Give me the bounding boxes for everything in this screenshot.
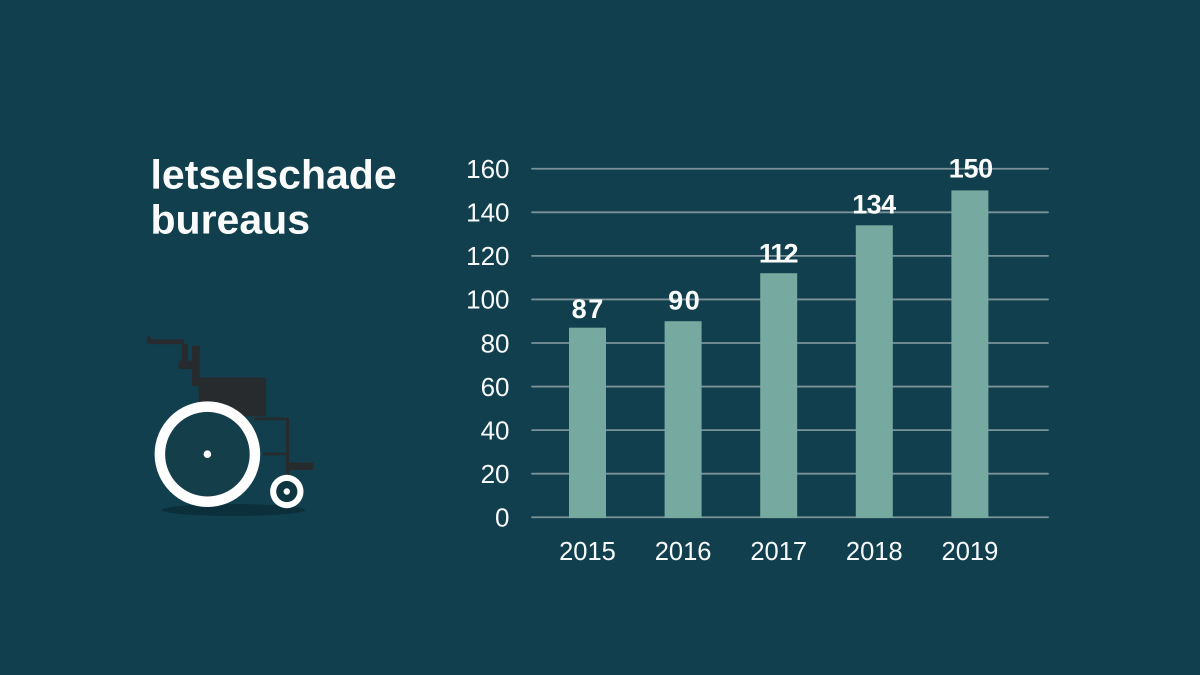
svg-text:160: 160: [466, 154, 509, 184]
svg-text:2015: 2015: [559, 538, 616, 566]
svg-text:100: 100: [466, 285, 509, 315]
svg-text:2019: 2019: [942, 538, 999, 566]
svg-text:letselschade: letselschade: [151, 152, 397, 198]
svg-text:40: 40: [481, 415, 510, 445]
svg-text:90: 90: [668, 285, 701, 315]
svg-text:120: 120: [466, 241, 509, 271]
svg-text:60: 60: [481, 372, 510, 402]
svg-text:134: 134: [852, 189, 896, 219]
svg-text:80: 80: [481, 328, 510, 358]
svg-text:20: 20: [481, 459, 510, 489]
svg-text:140: 140: [466, 198, 509, 228]
svg-text:87: 87: [572, 294, 605, 324]
svg-text:2018: 2018: [846, 538, 903, 566]
svg-text:2017: 2017: [750, 538, 807, 566]
svg-text:112: 112: [759, 238, 799, 268]
svg-text:0: 0: [495, 503, 509, 533]
svg-text:150: 150: [949, 154, 993, 184]
svg-text:bureaus: bureaus: [151, 197, 311, 243]
svg-text:2016: 2016: [655, 538, 712, 566]
